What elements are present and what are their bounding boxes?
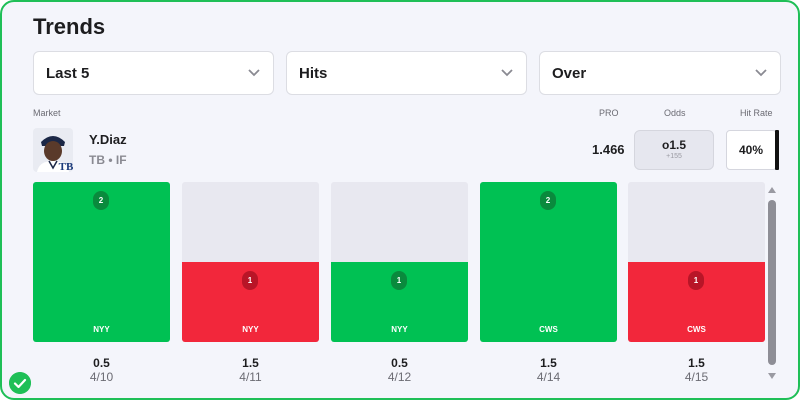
hit-count-badge: 2	[540, 191, 556, 210]
hit-count-badge: 2	[93, 191, 109, 210]
stat-dropdown[interactable]: Hits	[286, 51, 527, 95]
opponent-label: NYY	[242, 325, 259, 334]
market-header: Market	[33, 108, 61, 118]
direction-dropdown[interactable]: Over	[539, 51, 781, 95]
game-bar[interactable]: 2 NYY	[33, 182, 170, 342]
odds-line: o1.5	[661, 138, 686, 152]
hit-rate-box: 40%	[726, 130, 777, 170]
pro-value: 1.466	[592, 142, 625, 157]
opponent-label: NYY	[93, 325, 110, 334]
player-team-position: TB • IF	[89, 153, 127, 167]
odds-button[interactable]: o1.5 +155	[634, 130, 714, 170]
hit-rate-header: Hit Rate	[740, 108, 773, 118]
game-bar[interactable]: 1 CWS	[628, 262, 765, 342]
opponent-label: CWS	[539, 325, 558, 334]
player-avatar[interactable]: TB	[33, 128, 73, 172]
game-column[interactable]: 2 NYY	[33, 182, 170, 342]
scrollbar[interactable]	[765, 185, 779, 382]
range-dropdown[interactable]: Last 5	[33, 51, 274, 95]
player-name[interactable]: Y.Diaz	[89, 132, 127, 147]
team-logo: TB	[59, 161, 73, 172]
game-column[interactable]: 1 CWS	[628, 182, 765, 342]
opponent-label: NYY	[391, 325, 408, 334]
range-dropdown-label: Last 5	[46, 64, 90, 82]
game-bar[interactable]: 1 NYY	[182, 262, 319, 342]
game-line: 0.5	[391, 356, 408, 370]
game-date: 4/11	[239, 370, 262, 384]
chevron-down-icon	[248, 69, 260, 77]
hit-rate-value: 40%	[739, 143, 764, 157]
scroll-down-icon	[768, 373, 776, 379]
game-date: 4/10	[89, 370, 114, 384]
chevron-down-icon	[501, 69, 513, 77]
game-bar[interactable]: 1 NYY	[331, 262, 468, 342]
hit-rate-indicator	[775, 130, 779, 170]
game-line: 1.5	[540, 356, 557, 370]
hit-count-badge: 1	[391, 271, 407, 290]
chevron-down-icon	[755, 69, 767, 77]
page-title: Trends	[33, 14, 106, 39]
game-column[interactable]: 2 CWS	[480, 182, 617, 342]
odds-price: +155	[666, 153, 682, 160]
game-column[interactable]: 1 NYY	[182, 182, 319, 342]
hit-count-badge: 1	[242, 271, 258, 290]
stat-dropdown-label: Hits	[299, 64, 328, 82]
opponent-label: CWS	[687, 325, 706, 334]
game-date: 4/14	[536, 370, 561, 384]
game-line: 1.5	[688, 356, 705, 370]
game-column[interactable]: 1 NYY	[331, 182, 468, 342]
check-icon	[9, 372, 31, 394]
game-line: 1.5	[242, 356, 259, 370]
direction-dropdown-label: Over	[552, 64, 587, 82]
game-date: 4/12	[387, 370, 412, 384]
game-date: 4/15	[684, 370, 709, 384]
hit-count-badge: 1	[688, 271, 704, 290]
game-bar[interactable]: 2 CWS	[480, 182, 617, 342]
odds-header: Odds	[664, 108, 686, 118]
pro-header: PRO	[599, 108, 619, 118]
scroll-thumb	[768, 200, 776, 365]
game-line: 0.5	[93, 356, 110, 370]
scroll-up-icon	[768, 187, 776, 193]
